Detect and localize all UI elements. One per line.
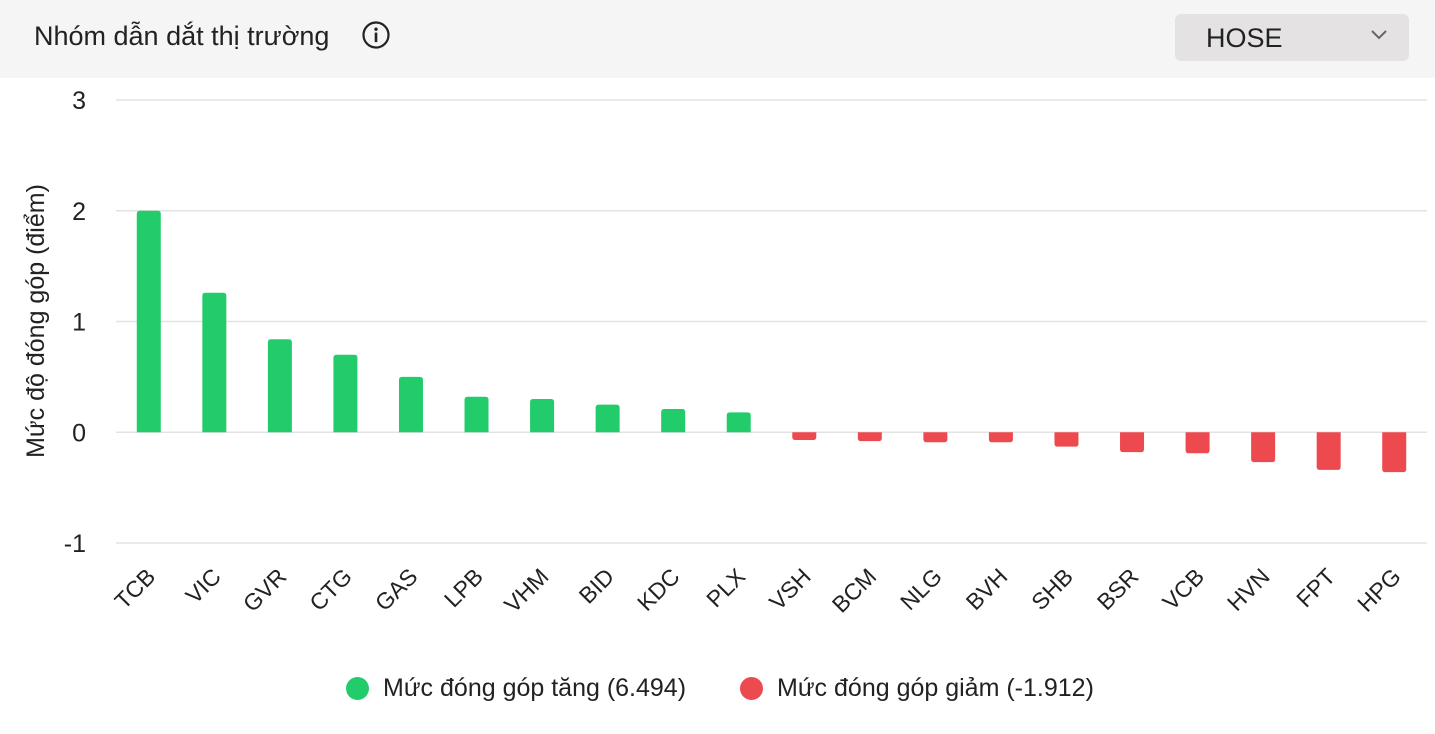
bar-vsh[interactable] bbox=[792, 432, 817, 441]
chevron-down-icon bbox=[1371, 30, 1387, 40]
bar-bvh[interactable] bbox=[988, 432, 1013, 443]
x-tick-label-bsr: BSR bbox=[1092, 563, 1144, 615]
info-circle-icon[interactable] bbox=[361, 20, 391, 50]
widget-header: Nhóm dẫn dắt thị trường HOSE bbox=[0, 0, 1435, 78]
bar-plx[interactable] bbox=[726, 412, 751, 433]
chart-legend: Mức đóng góp tăng (6.494) Mức đóng góp g… bbox=[0, 672, 1435, 704]
grid-lines bbox=[116, 99, 1427, 544]
bar-nlg[interactable] bbox=[923, 432, 948, 443]
bar-fpt[interactable] bbox=[1316, 432, 1341, 470]
y-tick-label: 0 bbox=[72, 419, 86, 447]
widget-title: Nhóm dẫn dắt thị trường bbox=[34, 21, 330, 51]
legend-item-increase[interactable]: Mức đóng góp tăng (6.494) bbox=[346, 672, 686, 704]
y-tick-label: 3 bbox=[72, 87, 86, 115]
legend-dot-increase bbox=[346, 676, 369, 700]
x-axis-ticks: TCB VIC GVR CTG GAS LPB VHM BID KDC PLX VSH BCM NLG B… bbox=[109, 563, 1405, 618]
x-tick-label-bvh: BVH bbox=[961, 563, 1013, 615]
bar-vhm[interactable] bbox=[530, 399, 555, 433]
bar-vcb[interactable] bbox=[1185, 432, 1210, 454]
bar-vic[interactable] bbox=[202, 292, 227, 433]
x-tick-label-plx: PLX bbox=[701, 563, 750, 612]
x-tick-label-gvr: GVR bbox=[238, 563, 292, 617]
bar-lpb[interactable] bbox=[464, 396, 489, 433]
y-axis-ticks: 3 2 1 0 -1 bbox=[64, 87, 86, 558]
x-tick-label-vsh: VSH bbox=[764, 563, 816, 615]
bar-bid[interactable] bbox=[595, 404, 620, 433]
x-tick-label-kdc: KDC bbox=[632, 563, 685, 616]
bar-bcm[interactable] bbox=[857, 432, 882, 442]
legend-label-decrease: Mức đóng góp giảm (-1.912) bbox=[777, 673, 1094, 702]
x-tick-label-lpb: LPB bbox=[439, 563, 488, 612]
bar-tcb[interactable] bbox=[136, 210, 161, 433]
bar-shb[interactable] bbox=[1054, 432, 1079, 447]
x-tick-label-ctg: CTG bbox=[304, 563, 357, 616]
bar-gas[interactable] bbox=[398, 376, 423, 433]
x-tick-label-vhm: VHM bbox=[499, 563, 554, 618]
bar-hpg[interactable] bbox=[1382, 432, 1407, 473]
x-tick-label-bid: BID bbox=[574, 563, 619, 608]
bar-kdc[interactable] bbox=[661, 408, 686, 433]
y-tick-label: -1 bbox=[64, 530, 86, 558]
exchange-select-value: HOSE bbox=[1206, 23, 1283, 53]
x-tick-label-fpt: FPT bbox=[1291, 563, 1340, 612]
y-tick-label: 2 bbox=[72, 198, 86, 226]
bar-hvn[interactable] bbox=[1251, 432, 1276, 463]
bars bbox=[136, 210, 1407, 473]
x-tick-label-gas: GAS bbox=[370, 563, 423, 616]
exchange-select[interactable]: HOSE bbox=[1175, 14, 1409, 61]
x-tick-label-hvn: HVN bbox=[1222, 563, 1275, 616]
x-tick-label-vic: VIC bbox=[180, 563, 225, 608]
legend-item-decrease[interactable]: Mức đóng góp giảm (-1.912) bbox=[740, 672, 1094, 704]
contribution-bar-chart: 3 2 1 0 -1 Mức độ đóng góp (điểm) TCB VIC GVR C… bbox=[22, 87, 1427, 618]
bar-gvr[interactable] bbox=[267, 339, 292, 433]
x-tick-label-nlg: NLG bbox=[895, 563, 947, 615]
x-tick-label-tcb: TCB bbox=[109, 563, 160, 614]
y-tick-label: 1 bbox=[72, 309, 86, 337]
y-axis-label: Mức độ đóng góp (điểm) bbox=[22, 184, 50, 458]
legend-label-increase: Mức đóng góp tăng (6.494) bbox=[383, 673, 687, 702]
x-tick-label-bcm: BCM bbox=[827, 563, 882, 618]
bar-ctg[interactable] bbox=[333, 354, 358, 433]
x-tick-label-vcb: VCB bbox=[1157, 563, 1209, 615]
x-tick-label-hpg: HPG bbox=[1352, 563, 1406, 617]
x-tick-label-shb: SHB bbox=[1026, 563, 1078, 615]
bar-bsr[interactable] bbox=[1120, 432, 1145, 453]
legend-dot-decrease bbox=[740, 676, 763, 700]
